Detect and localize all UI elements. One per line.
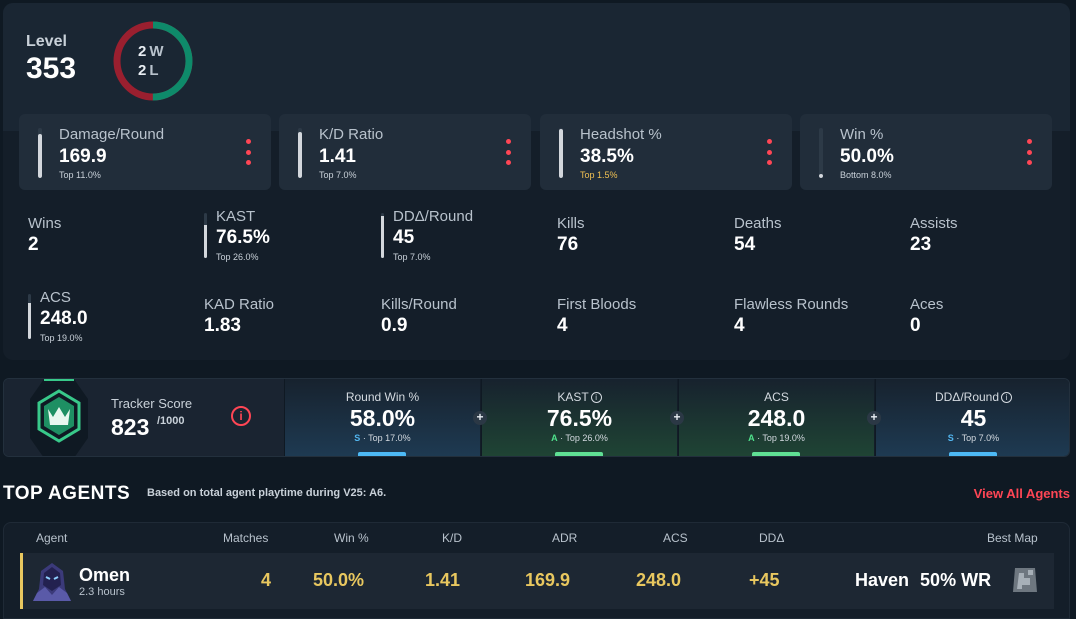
stat-kad-ratio: KAD Ratio 1.83 (204, 296, 275, 336)
column-header-agent[interactable]: Agent (36, 531, 68, 545)
column-header-kd[interactable]: K/D (442, 531, 463, 545)
win-loss-ring (113, 21, 193, 101)
info-icon[interactable]: i (590, 392, 602, 403)
column-header-best-map[interactable]: Best Map (987, 531, 1038, 545)
stat-kills: Kills 76 (557, 215, 585, 255)
info-icon[interactable]: i (231, 406, 251, 426)
percentile-bar (381, 213, 384, 258)
cell-acs: 248.0 (636, 570, 682, 590)
tracker-score-badge-icon (30, 379, 88, 456)
more-options-icon[interactable] (246, 139, 252, 165)
cell-adr: 169.9 (525, 570, 571, 590)
stat-aces: Aces 0 (910, 296, 944, 336)
plus-icon[interactable]: + (867, 411, 881, 425)
stat-rank: Top 11.0% (59, 170, 101, 180)
overview-header-band (3, 3, 1070, 131)
grade-bar (555, 452, 603, 456)
tracker-score-value: 823 (111, 414, 150, 440)
stat-kills-round: Kills/Round 0.9 (381, 296, 457, 336)
plus-icon[interactable]: + (473, 411, 487, 425)
column-header-win[interactable]: Win % (334, 531, 369, 545)
grade-bar (358, 452, 406, 456)
stat-wins: Wins 2 (28, 215, 62, 255)
tracker-score-strip: Tracker Score 823 /1000 i Round Win % 58… (3, 378, 1070, 457)
wins-count: 2 (138, 43, 147, 60)
grade-bar (752, 452, 800, 456)
stat-card-damage-round[interactable]: Damage/Round 169.9 Top 11.0% (19, 114, 271, 190)
agent-hours: 2.3 hours (79, 586, 125, 598)
percentile-bar (559, 128, 563, 178)
stat-rank: Top 1.5% (580, 170, 618, 180)
wins-unit: W (149, 43, 164, 60)
more-options-icon[interactable] (506, 139, 512, 165)
tracker-cell-dd-round[interactable]: DDΔ/Round i 45 S · Top 7.0% (875, 379, 1069, 456)
stat-label: Headshot % (580, 126, 662, 143)
stat-rank: Top 7.0% (319, 170, 357, 180)
more-options-icon[interactable] (1027, 139, 1033, 165)
stat-value: 50.0% (840, 146, 894, 167)
stat-acs: ACS 248.0 Top 19.0% (28, 289, 88, 343)
top-agents-subtitle: Based on total agent playtime during V25… (147, 487, 387, 499)
cell-matches: 4 (261, 570, 272, 590)
tracker-score-label: Tracker Score (111, 396, 193, 411)
cell-kd: 1.41 (425, 570, 461, 590)
tracker-score-main: Tracker Score 823 /1000 i (4, 379, 284, 456)
agent-name: Omen (79, 565, 131, 585)
best-map-wr: 50% WR (920, 570, 992, 590)
plus-icon[interactable]: + (670, 411, 684, 425)
stat-value: 1.41 (319, 146, 356, 167)
stat-deaths: Deaths 54 (734, 215, 782, 255)
best-map-name: Haven (855, 570, 910, 590)
stat-value: 169.9 (59, 146, 107, 167)
losses-count: 2 (138, 62, 147, 79)
stat-label: Damage/Round (59, 126, 165, 143)
agents-table: Agent Matches Win % K/D ADR ACS DDΔ Best… (3, 522, 1070, 619)
tracker-cell-kast[interactable]: KAST i 76.5% A · Top 26.0% (481, 379, 677, 456)
percentile-bar (38, 128, 42, 178)
stat-card-kd-ratio[interactable]: K/D Ratio 1.41 Top 7.0% (279, 114, 531, 190)
grade-bar (949, 452, 997, 456)
top-agents-title: TOP AGENTS (3, 483, 131, 504)
tracker-cell-acs[interactable]: ACS 248.0 A · Top 19.0% (678, 379, 874, 456)
percentile-bar (819, 128, 823, 178)
level-label: Level (26, 33, 67, 50)
percentile-bar (28, 294, 31, 339)
stat-dd-round: DDΔ/Round 45 Top 7.0% (381, 208, 473, 262)
column-header-adr[interactable]: ADR (552, 531, 578, 545)
omen-agent-icon (31, 559, 73, 601)
column-header-acs[interactable]: ACS (663, 531, 688, 545)
stat-rank: Bottom 8.0% (840, 170, 892, 180)
tracker-cell-round-win[interactable]: Round Win % 58.0% S · Top 17.0% (284, 379, 480, 456)
column-header-dd[interactable]: DDΔ (759, 531, 785, 545)
stat-first-bloods: First Bloods 4 (557, 296, 637, 336)
table-row[interactable]: Omen 2.3 hours 4 50.0% 1.41 169.9 248.0 … (20, 553, 1054, 609)
stat-kast: KAST 76.5% Top 26.0% (204, 208, 270, 262)
tracker-score-max: /1000 (157, 415, 185, 427)
cell-win: 50.0% (313, 570, 365, 590)
cell-dd: +45 (749, 570, 780, 590)
view-all-agents-link[interactable]: View All Agents (973, 486, 1070, 501)
info-icon[interactable]: i (1001, 392, 1013, 403)
stat-flawless-rounds: Flawless Rounds 4 (734, 296, 849, 336)
stat-card-headshot[interactable]: Headshot % 38.5% Top 1.5% (540, 114, 792, 190)
losses-unit: L (149, 62, 159, 79)
column-header-matches[interactable]: Matches (223, 531, 269, 545)
level-block: Level 353 (26, 33, 76, 85)
more-options-icon[interactable] (767, 139, 773, 165)
percentile-bar (204, 213, 207, 258)
level-value: 353 (26, 52, 77, 85)
stat-label: Win % (840, 126, 884, 143)
stat-value: 38.5% (580, 146, 634, 167)
percentile-bar (298, 128, 302, 178)
stat-label: K/D Ratio (319, 126, 384, 143)
stat-card-win-pct[interactable]: Win % 50.0% Bottom 8.0% (800, 114, 1052, 190)
best-map: Haven 50% WR (855, 570, 991, 591)
map-icon (1013, 568, 1037, 592)
stat-assists: Assists 23 (910, 215, 958, 255)
